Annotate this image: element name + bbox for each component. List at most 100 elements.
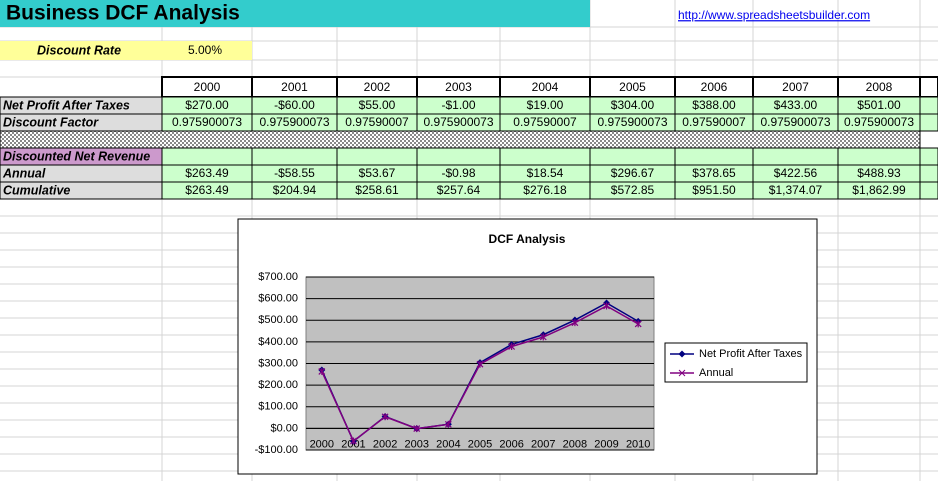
legend-label: Annual (699, 367, 733, 379)
cell-value: 0.97590007 (682, 115, 746, 129)
data-cell (674, 147, 754, 166)
cell-value: 0.97590007 (345, 115, 409, 129)
cell-value: 0.975900073 (172, 115, 242, 129)
cell-value: -$1.00 (441, 98, 475, 112)
cell-value: $1,374.07 (769, 183, 823, 197)
cell-value: $53.67 (359, 166, 396, 180)
discount-band (0, 41, 252, 60)
cell-value: 0.975900073 (597, 115, 667, 129)
cell-value: $304.00 (611, 98, 655, 112)
year-label: 2003 (445, 80, 472, 94)
cell-value: $19.00 (527, 98, 564, 112)
legend-marker (678, 350, 686, 358)
year-label: 2002 (364, 80, 391, 94)
legend-label: Net Profit After Taxes (699, 348, 803, 360)
title-band (0, 0, 590, 27)
chart-title: DCF Analysis (489, 232, 566, 246)
marker (603, 302, 610, 310)
year-label: 2001 (281, 80, 308, 94)
cell-value: $296.67 (611, 166, 655, 180)
hatched-row (0, 130, 921, 149)
row-label: Discount Factor (3, 115, 99, 129)
x-tick-label: 2000 (310, 438, 334, 450)
row-label: Net Profit After Taxes (3, 98, 130, 112)
marker (350, 437, 357, 445)
x-tick-label: 2009 (594, 438, 618, 450)
data-cell (919, 147, 938, 166)
x-tick-label: 2004 (436, 438, 460, 450)
cell-value: $257.64 (437, 183, 481, 197)
year-label: 2006 (701, 80, 728, 94)
y-tick-label: $0.00 (270, 422, 298, 434)
y-tick-label: $400.00 (258, 336, 298, 348)
row-label: Cumulative (3, 183, 70, 197)
y-tick-label: $600.00 (258, 293, 298, 305)
year-label: 2007 (782, 80, 809, 94)
discount-label: Discount Rate (37, 43, 121, 57)
cell-value: $258.61 (355, 183, 399, 197)
cell-value: $276.18 (523, 183, 567, 197)
y-tick-label: $300.00 (258, 357, 298, 369)
cell-value: 0.975900073 (259, 115, 329, 129)
data-cell (837, 147, 921, 166)
row-label: Discounted Net Revenue (3, 149, 150, 163)
y-tick-label: $100.00 (258, 401, 298, 413)
y-tick-label: $700.00 (258, 271, 298, 283)
cell-value: 0.97590007 (513, 115, 577, 129)
cell-value: $263.49 (185, 183, 229, 197)
cell-value: $1,862.99 (852, 183, 906, 197)
y-tick-label: $500.00 (258, 314, 298, 326)
cell-value: $270.00 (185, 98, 229, 112)
cell-value: $488.93 (857, 166, 901, 180)
x-tick-label: 2006 (499, 438, 523, 450)
cell-value: 0.975900073 (423, 115, 493, 129)
marker (444, 420, 452, 428)
cell-value: $55.00 (359, 98, 396, 112)
data-cell (919, 113, 938, 132)
marker (571, 319, 579, 327)
data-cell (589, 147, 676, 166)
data-cell (336, 147, 418, 166)
marker (381, 413, 389, 421)
data-cell (919, 96, 938, 115)
x-tick-label: 2002 (373, 438, 397, 450)
cell-value: $263.49 (185, 166, 229, 180)
marker (634, 320, 642, 328)
cell-value: $433.00 (774, 98, 818, 112)
year-label: 2005 (619, 80, 646, 94)
cell-value: $422.56 (774, 166, 818, 180)
cell-value: 0.975900073 (760, 115, 830, 129)
x-tick-label: 2008 (563, 438, 587, 450)
row-label: Annual (2, 166, 46, 180)
year-label: 2008 (866, 80, 893, 94)
sheet-title: Business DCF Analysis (6, 2, 240, 25)
cell-value: $388.00 (692, 98, 736, 112)
link[interactable]: http://www.spreadsheetsbuilder.com (678, 8, 870, 22)
cell-value: $378.65 (692, 166, 736, 180)
x-tick-label: 2010 (626, 438, 650, 450)
discount-value: 5.00% (188, 43, 222, 57)
marker (539, 333, 547, 341)
x-tick-label: 2007 (531, 438, 555, 450)
year-label: 2000 (194, 80, 221, 94)
y-tick-label: -$100.00 (255, 444, 298, 456)
data-cell (251, 147, 338, 166)
y-tick-label: $200.00 (258, 379, 298, 391)
data-cell (919, 164, 938, 183)
data-cell (416, 147, 501, 166)
cell-value: $501.00 (857, 98, 901, 112)
cell-value: $572.85 (611, 183, 655, 197)
data-cell (919, 181, 938, 200)
cell-value: -$60.00 (274, 98, 315, 112)
marker (413, 425, 421, 433)
cell-value: $951.50 (692, 183, 736, 197)
cell-value: -$0.98 (441, 166, 475, 180)
marker (318, 367, 326, 375)
year-label: 2004 (532, 80, 559, 94)
marker (476, 360, 484, 368)
legend (664, 342, 808, 383)
x-tick-label: 2005 (468, 438, 492, 450)
data-cell (752, 147, 839, 166)
cell-value: $204.94 (273, 183, 317, 197)
